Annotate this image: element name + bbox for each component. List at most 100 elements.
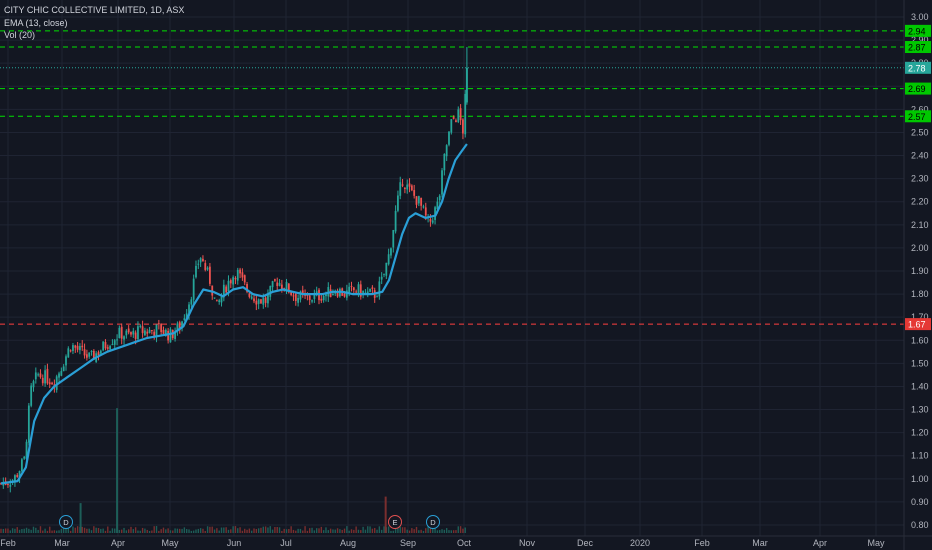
time-tick-label: 2020 — [630, 538, 650, 548]
candle-body — [345, 290, 348, 298]
time-tick-label: Jul — [280, 538, 292, 548]
volume-bar — [58, 530, 60, 533]
volume-bar — [218, 530, 220, 533]
candle-body — [46, 368, 49, 384]
candle-body — [116, 339, 118, 341]
volume-bar — [425, 528, 427, 533]
candle-body — [167, 330, 170, 341]
volume-bar — [374, 527, 376, 533]
volume-bar — [202, 528, 204, 533]
candle-body — [445, 145, 448, 157]
event-marker-label: E — [392, 518, 397, 527]
volume-bar — [93, 526, 95, 533]
level-badge — [905, 318, 931, 331]
volume-bar — [28, 528, 30, 533]
volume-bar — [369, 526, 371, 533]
time-tick-label: Apr — [111, 538, 125, 548]
candle-body — [137, 326, 139, 340]
symbol-title[interactable]: CITY CHIC COLLECTIVE LIMITED, 1D, ASX — [4, 5, 185, 15]
candle-body — [464, 93, 467, 135]
volume-bar — [290, 526, 292, 533]
volume-bar — [271, 529, 274, 533]
volume-bar — [56, 530, 58, 533]
volume-bar — [83, 527, 86, 533]
candle-body — [14, 475, 16, 482]
volume-bar — [371, 528, 374, 533]
volume-bar — [230, 529, 232, 533]
time-tick-label: Aug — [340, 538, 356, 548]
candle-body — [271, 281, 274, 288]
candle-body — [104, 342, 107, 349]
volume-bar — [39, 526, 42, 533]
volume-bar — [234, 526, 237, 533]
candle-body — [162, 329, 165, 334]
volume-bar — [260, 527, 262, 533]
volume-bar — [51, 530, 53, 533]
volume-bar — [285, 529, 288, 533]
volume-bar — [364, 529, 367, 533]
candle-body — [30, 385, 33, 406]
volume-bar — [397, 528, 399, 533]
volume-bar — [160, 529, 162, 533]
volume-bar — [420, 529, 422, 533]
candle-body — [236, 269, 239, 281]
level-badge-label: 1.67 — [908, 320, 926, 330]
volume-bar — [190, 530, 193, 533]
candle-body — [348, 286, 351, 293]
volume-bar — [462, 528, 464, 533]
volume-bar — [183, 527, 186, 533]
volume-bar — [172, 530, 174, 533]
candle-body — [7, 484, 9, 486]
price-tick-label: 1.70 — [911, 312, 929, 322]
candle-body — [243, 275, 246, 283]
candle-body — [190, 299, 193, 305]
price-tick-label: 1.30 — [911, 405, 929, 415]
volume-bar — [283, 528, 285, 533]
volume-bar — [76, 526, 79, 533]
candle-body — [325, 294, 327, 297]
candle-body — [125, 330, 128, 336]
candle-body — [285, 281, 288, 290]
volume-bar — [262, 526, 264, 533]
ema-indicator-label[interactable]: EMA (13, close) — [4, 17, 68, 28]
candle-body — [250, 296, 253, 299]
volume-bar — [387, 526, 390, 533]
candle-body — [387, 254, 390, 265]
volume-bar — [18, 529, 21, 533]
volume-bars — [0, 408, 466, 533]
candle-body — [132, 330, 135, 335]
candle-body — [304, 294, 306, 296]
volume-indicator-label[interactable]: Vol (20) — [4, 30, 36, 40]
volume-bar — [376, 529, 378, 533]
volume-bar — [216, 528, 218, 533]
horizontal-levels[interactable] — [0, 30, 904, 325]
candle-body — [431, 220, 434, 223]
volume-bar — [155, 526, 158, 533]
candle-body — [164, 329, 167, 337]
price-axis[interactable]: 3.002.902.802.702.602.502.402.302.202.10… — [903, 0, 929, 550]
volume-bar — [318, 528, 320, 533]
price-tick-label: 2.90 — [911, 35, 929, 45]
volume-bar — [169, 530, 172, 533]
volume-bar — [422, 530, 425, 533]
volume-bar — [411, 528, 413, 533]
candle-body — [429, 219, 432, 222]
volume-bar — [436, 530, 439, 533]
volume-bar — [432, 526, 434, 533]
candle-body — [448, 131, 450, 145]
volume-bar — [130, 526, 132, 533]
candle-body — [406, 184, 409, 190]
event-marker — [59, 515, 73, 529]
candle-body — [394, 210, 397, 232]
event-marker — [426, 515, 440, 529]
volume-bar — [439, 530, 441, 533]
volume-bar — [132, 529, 135, 533]
time-axis[interactable]: Feb Mar Apr May Jun Jul Aug Sep Oct Nov Dec 2020 Feb… — [0, 535, 932, 548]
candle-body — [355, 291, 358, 293]
candle-body — [25, 441, 28, 459]
volume-bar — [111, 528, 114, 533]
level-badge-label: 2.87 — [908, 43, 926, 53]
volume-bar — [69, 530, 72, 533]
